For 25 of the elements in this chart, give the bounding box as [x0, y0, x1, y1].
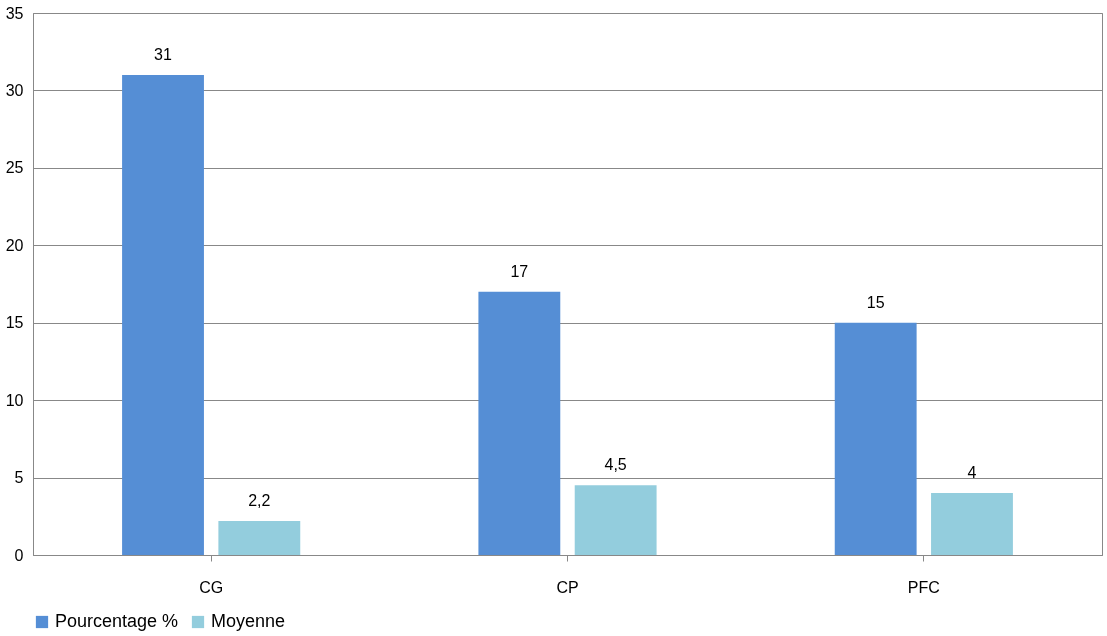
data-label: 15: [866, 293, 885, 311]
data-label: 31: [154, 45, 173, 63]
bar: [122, 74, 204, 555]
legend-label: Pourcentage %: [55, 611, 179, 631]
bar: [574, 485, 657, 555]
y-tick-label: 5: [14, 469, 24, 487]
x-tick-label: PFC: [907, 578, 940, 596]
data-label: 4: [967, 464, 977, 482]
y-tick-label: 15: [5, 314, 24, 332]
data-label: 4,5: [604, 456, 627, 474]
y-tick-label: 35: [5, 4, 24, 22]
y-tick-label: 0: [14, 546, 24, 564]
data-label: 17: [510, 262, 529, 280]
y-tick-label: 30: [5, 81, 24, 99]
x-tick-label: CG: [199, 578, 224, 596]
data-label: 2,2: [248, 491, 271, 509]
bar: [931, 493, 1013, 555]
legend-label: Moyenne: [211, 611, 286, 631]
y-tick-label: 25: [5, 159, 24, 177]
bar: [478, 291, 561, 555]
bar: [834, 322, 917, 555]
bar: [218, 520, 301, 555]
y-tick-label: 10: [5, 391, 24, 409]
x-tick-label: CP: [556, 578, 579, 596]
y-tick-label: 20: [5, 236, 24, 254]
